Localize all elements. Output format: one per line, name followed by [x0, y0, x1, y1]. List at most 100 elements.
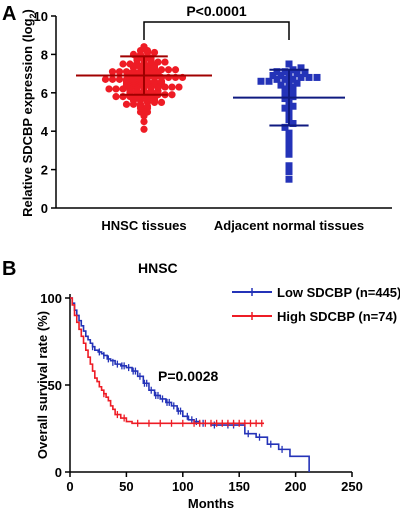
normal-data-point — [281, 123, 289, 131]
panel-a-axes: 0 2 4 6 8 10 HNSC tissues Adjacent normal tissu… — [34, 9, 392, 233]
x-tick-label: 250 — [341, 479, 363, 494]
significance-bracket — [143, 21, 290, 40]
normal-data-point — [265, 77, 273, 85]
hnsc-data-point — [140, 118, 148, 126]
panel-a-error-bars — [76, 55, 345, 127]
y-tick-label: 10 — [34, 9, 48, 24]
normal-data-point — [293, 70, 301, 78]
normal-data-point — [285, 135, 293, 143]
hnsc-data-point — [101, 75, 110, 83]
normal-data-point — [285, 60, 293, 68]
normal-data-point — [285, 162, 293, 170]
normal-data-point — [285, 175, 293, 183]
hnsc-data-point — [122, 68, 131, 76]
hnsc-data-point — [157, 98, 166, 106]
hnsc-data-point — [112, 85, 120, 93]
normal-data-point — [281, 85, 289, 93]
panel-b-survival-chart: B HNSC Overall survival rate (%) Months … — [2, 258, 400, 511]
panel-b-axes: 0 50 100 0 50 100 150 200 250 — [40, 291, 363, 494]
hnsc-data-point — [175, 83, 183, 91]
y-axis-label-main: Relative SDCBP expression (log — [20, 18, 35, 216]
hnsc-data-point — [168, 83, 176, 91]
panel-a-y-axis-title: Relative SDCBP expression (log2) — [20, 9, 38, 217]
x-tick-label: 200 — [285, 479, 307, 494]
x-tick-label: 100 — [172, 479, 194, 494]
hnsc-data-point — [119, 60, 127, 68]
y-tick-label: 6 — [41, 86, 48, 101]
p-value-annotation-a: P<0.0001 — [186, 3, 247, 19]
normal-data-point — [281, 89, 289, 97]
hnsc-data-point — [108, 68, 117, 76]
normal-data-point — [289, 83, 297, 91]
normal-data-point — [297, 73, 305, 81]
hnsc-data-point — [150, 48, 159, 57]
y-tick-label: 50 — [48, 378, 62, 393]
normal-data-point — [289, 120, 297, 128]
y-axis-label-subscript: 2 — [28, 13, 38, 18]
legend-label: Low SDCBP (n=445) — [277, 285, 400, 300]
normal-data-point — [289, 102, 297, 110]
low-sdcbp-survival-line — [70, 297, 310, 472]
normal-data-point — [257, 77, 265, 85]
normal-data-point — [289, 87, 297, 95]
hnsc-data-point — [154, 58, 162, 66]
normal-data-point — [281, 75, 289, 83]
normal-data-point — [313, 73, 321, 81]
normal-data-point — [281, 104, 289, 112]
hnsc-data-point — [105, 85, 113, 93]
panel-a-scatter-chart: A Relative SDCBP expression (log2) 02468… — [2, 3, 392, 233]
normal-data-point — [285, 129, 293, 137]
y-tick-label: 0 — [55, 465, 62, 480]
hnsc-data-point — [140, 43, 148, 51]
hnsc-data-point — [115, 75, 124, 83]
y-tick-label: 0 — [41, 201, 48, 216]
panel-a-label: A — [2, 3, 16, 25]
hnsc-data-point — [108, 75, 117, 83]
normal-data-point — [285, 139, 293, 147]
y-tick-label: 100 — [40, 291, 62, 306]
normal-data-point — [285, 168, 293, 176]
hnsc-data-point — [122, 100, 131, 108]
normal-data-point — [281, 68, 289, 76]
normal-data-point — [273, 68, 281, 76]
normal-data-point — [277, 72, 285, 80]
hnsc-data-point — [161, 58, 169, 66]
panel-b-label: B — [2, 258, 16, 280]
hnsc-data-point — [171, 66, 180, 74]
normal-data-point — [273, 75, 281, 83]
normal-data-point — [305, 73, 313, 81]
hnsc-data-point — [157, 66, 166, 74]
panel-b-y-axis-label: Overall survival rate (%) — [35, 311, 50, 459]
normal-data-point — [297, 64, 305, 72]
panel-b-title: HNSC — [138, 260, 178, 276]
x-category-label: Adjacent normal tissues — [214, 218, 364, 233]
hnsc-data-point — [140, 125, 148, 133]
y-tick-label: 2 — [41, 163, 48, 178]
y-tick-label: 8 — [41, 47, 48, 62]
normal-data-point — [301, 70, 309, 78]
panel-b-x-axis-label: Months — [188, 496, 234, 511]
x-tick-label: 0 — [66, 479, 73, 494]
hnsc-data-point — [126, 60, 134, 68]
x-tick-label: 150 — [228, 479, 250, 494]
x-tick-label: 50 — [119, 479, 133, 494]
panel-a-points — [101, 43, 321, 183]
high-sdcbp-survival-line — [70, 297, 265, 425]
normal-data-point — [285, 150, 293, 158]
hnsc-data-point — [115, 68, 124, 76]
legend-label: High SDCBP (n=74) — [277, 309, 397, 324]
normal-data-point — [269, 72, 277, 80]
panel-a-y-axis-label: Relative SDCBP expression (log2) — [20, 9, 38, 217]
y-axis-label-end: ) — [20, 9, 35, 13]
hnsc-data-point — [164, 66, 173, 74]
y-tick-label: 4 — [41, 124, 49, 139]
p-value-annotation-b: P=0.0028 — [158, 368, 219, 384]
hnsc-data-point — [112, 93, 120, 101]
normal-data-point — [277, 81, 285, 89]
normal-data-point — [293, 79, 301, 87]
panel-b-legend: Low SDCBP (n=445) High SDCBP (n=74) — [232, 285, 400, 324]
normal-data-point — [285, 144, 293, 152]
normal-data-point — [289, 75, 297, 83]
x-category-label: HNSC tissues — [101, 218, 186, 233]
hnsc-data-point — [168, 91, 176, 99]
